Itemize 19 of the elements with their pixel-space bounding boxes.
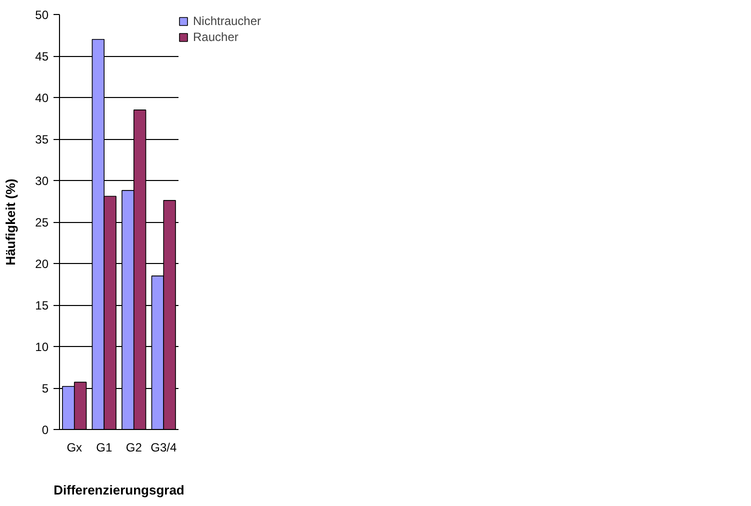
- x-axis-title: Differenzierungsgrad: [54, 482, 184, 498]
- y-tick-label: 15: [35, 298, 49, 312]
- y-tick-label: 5: [42, 382, 49, 396]
- y-tick-label: 20: [35, 257, 49, 271]
- y-tick-label: 35: [35, 132, 49, 146]
- legend-label: Nichtraucher: [193, 14, 262, 28]
- legend-label: Raucher: [193, 30, 238, 44]
- y-tick-label: 0: [42, 423, 49, 437]
- y-tick-label: 30: [35, 174, 49, 188]
- y-tick-label: 25: [35, 216, 49, 230]
- y-axis-title: Häufigkeit (%): [3, 178, 18, 266]
- x-tick-label: Gx: [66, 440, 82, 454]
- x-tick-label: G3/4: [150, 440, 177, 454]
- x-tick-label: G1: [96, 440, 112, 454]
- y-tick-label: 10: [35, 340, 49, 354]
- x-tick-label: G2: [126, 440, 142, 454]
- y-tick-label: 50: [35, 8, 49, 22]
- y-tick-label: 45: [35, 50, 49, 64]
- y-tick-label: 40: [35, 91, 49, 105]
